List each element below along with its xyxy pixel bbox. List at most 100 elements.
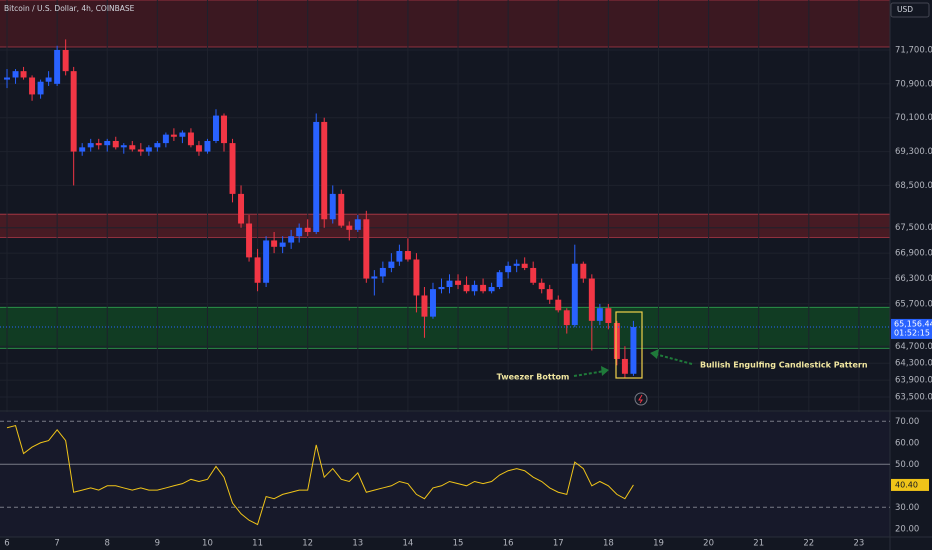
candle-body [379,267,386,277]
candle-body [271,240,278,247]
x-tick-label: 6 [4,539,9,549]
rsi-last-tag [891,478,929,491]
candle-body [104,140,111,146]
y-tick-label: 68,500.00 [895,181,932,191]
rsi-line [6,424,634,526]
candle-body [313,121,320,232]
candle-body [354,219,361,230]
candle-body [596,308,603,321]
marks [0,39,890,526]
candle-body [630,326,637,374]
candle-body [288,236,295,243]
y-tick-label: 67,500.00 [895,223,932,233]
candle-body [363,219,370,279]
y-tick-label: 64,300.00 [895,359,932,369]
x-tick-label: 22 [803,539,814,549]
y-tick-label: 65,700.00 [895,299,932,309]
candle-body [496,272,503,288]
y2-tick-label: 70.00 [895,417,919,427]
last-price-label: 65,156.44 [894,319,932,328]
candle-body [571,263,578,326]
candle-body [12,71,19,78]
x-tick-label: 18 [603,539,614,549]
candle-body [254,257,261,283]
candle-body [221,115,227,144]
candle-body [488,287,495,292]
candle-body [463,284,470,292]
rsi-pane [0,412,890,537]
last-price-tag [891,318,932,339]
y2-tick-label: 50.00 [895,460,919,470]
y2-tick-label: 60.00 [895,438,919,448]
y-tick-label: 66,300.00 [895,274,932,284]
candle-body [404,251,411,260]
candle-body [580,263,587,279]
x-tick-label: 20 [703,539,714,549]
annotation: Tweezer Bottom [497,373,570,382]
candle-body [621,358,628,374]
candle-body [154,143,161,148]
candle-body [162,134,169,144]
y-tick-label: 64,700.00 [895,342,932,352]
candle-body [304,227,311,232]
candle-body [70,71,77,152]
currency-box[interactable] [890,2,930,18]
annotation: Bullish Engulfing Candlestick Pattern [700,361,868,370]
candle-body [546,289,553,300]
candle-body [446,280,453,288]
candle-body [563,310,570,326]
candle-body [388,261,395,268]
candle-body [20,71,27,78]
x-tick-label: 7 [54,539,59,549]
candle-body [187,132,194,146]
zone [0,0,890,48]
candle-body [421,295,428,317]
candle-body [371,276,378,279]
candle-body [95,143,102,146]
zone [0,307,890,349]
candle-body [321,121,328,220]
y-tick-label: 70,900.00 [895,79,932,89]
x-tick-label: 16 [503,539,514,549]
y-tick-label: 66,900.00 [895,249,932,259]
candle-body [37,81,44,95]
candle-body [87,143,94,148]
candle-body [530,267,537,283]
chart-title: Bitcoin / U.S. Dollar, 4h, COINBASE [4,4,135,13]
candle-body [62,49,69,72]
candle-body [204,140,211,152]
candle-body [145,147,152,152]
candle-body [29,77,36,95]
candle-body [346,225,353,230]
alert-icon[interactable] [634,392,648,406]
arrow-right [650,349,693,365]
x-tick-label: 23 [854,539,865,549]
zones [0,0,890,349]
candle-body [179,132,186,137]
candle-body [329,193,336,220]
arrow-left [573,366,609,377]
candle-body [263,240,270,283]
candle-body [396,251,403,262]
candle-body [246,223,253,258]
x-tick-label: 8 [105,539,110,549]
candle-body [45,77,52,82]
countdown: 01:52:15 [894,328,930,337]
candle-body [4,77,10,80]
candle-body [238,193,245,224]
candle-body [137,149,144,152]
candle-body [229,143,236,194]
x-tick-label: 12 [302,539,313,549]
candle-body [429,289,436,317]
y-tick-label: 71,700.00 [895,45,932,55]
candle-body [455,280,462,285]
candle-body [120,145,127,148]
candle-body [170,134,177,137]
candle-body [79,147,86,152]
candle-body [471,284,478,292]
candle-body [613,322,620,359]
x-tick-label: 14 [403,539,414,549]
candle-body [480,284,487,292]
candle-body [279,242,286,247]
